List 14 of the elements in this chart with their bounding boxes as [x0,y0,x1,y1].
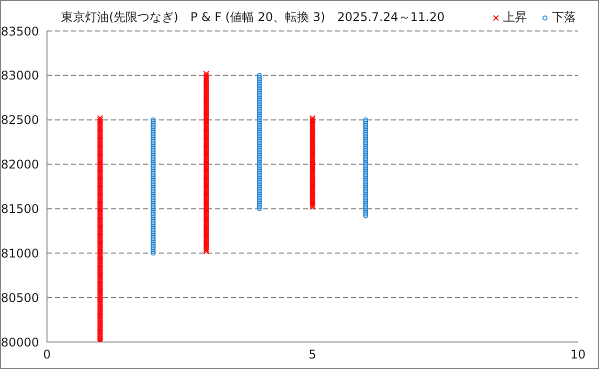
legend-label: 上昇 [503,9,527,26]
y-tick-label: 81000 [0,246,39,260]
x-tick-label: 5 [308,348,316,362]
y-tick-label: 81500 [0,202,39,216]
y-tick-label: 83000 [0,68,39,83]
y-tick-label: 82500 [0,113,39,128]
y-tick-label: 83500 [0,24,39,38]
chart-title: 東京灯油(先限つなぎ) P & F (値幅 20、転換 3) 2025.7.24～11.20 [61,9,445,26]
y-tick-label: 80000 [0,335,39,350]
x-tick-label: 10 [570,348,586,362]
y-tick-label: 80500 [0,290,39,305]
legend-label: 下落 [552,9,576,26]
x-tick-label: 0 [43,348,51,362]
y-tick-label: 82000 [0,158,39,172]
